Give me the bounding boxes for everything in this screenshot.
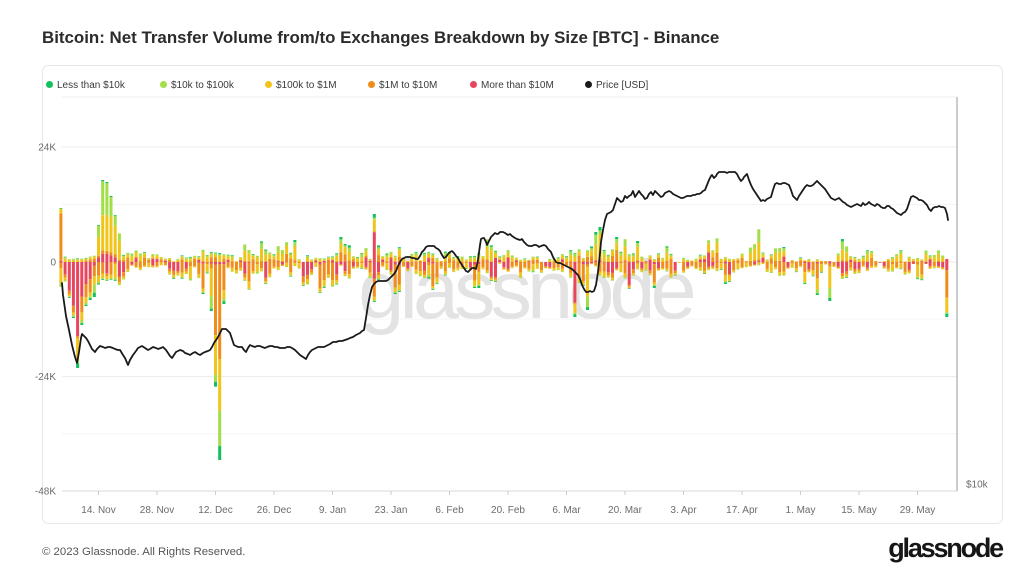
svg-text:$10k to $100k: $10k to $100k [171, 80, 235, 91]
svg-text:0: 0 [50, 258, 56, 269]
svg-text:26. Dec: 26. Dec [257, 505, 291, 516]
svg-text:© 2023 Glassnode. All Rights R: © 2023 Glassnode. All Rights Reserved. [42, 546, 245, 558]
svg-text:17. Apr: 17. Apr [726, 505, 758, 516]
svg-text:12. Dec: 12. Dec [198, 505, 232, 516]
svg-text:$10k: $10k [966, 480, 989, 491]
svg-text:Bitcoin: Net Transfer Volume f: Bitcoin: Net Transfer Volume from/to Exc… [42, 28, 719, 47]
svg-text:24K: 24K [38, 143, 56, 154]
svg-text:9. Jan: 9. Jan [319, 505, 346, 516]
svg-text:-48K: -48K [35, 487, 56, 498]
svg-text:15. May: 15. May [841, 505, 877, 516]
svg-text:14. Nov: 14. Nov [81, 505, 115, 516]
svg-text:Less than $10k: Less than $10k [57, 80, 126, 91]
svg-text:$1M to $10M: $1M to $10M [379, 80, 437, 91]
svg-text:6. Feb: 6. Feb [435, 505, 464, 516]
svg-text:glassnode: glassnode [888, 533, 1004, 563]
svg-text:29. May: 29. May [900, 505, 936, 516]
svg-text:23. Jan: 23. Jan [375, 505, 408, 516]
svg-text:20. Mar: 20. Mar [608, 505, 643, 516]
svg-text:$100k to $1M: $100k to $1M [276, 80, 337, 91]
svg-text:1. May: 1. May [785, 505, 815, 516]
svg-text:More than $10M: More than $10M [481, 80, 554, 91]
svg-text:3. Apr: 3. Apr [670, 505, 697, 516]
svg-text:20. Feb: 20. Feb [491, 505, 525, 516]
svg-text:6. Mar: 6. Mar [552, 505, 581, 516]
svg-text:Price [USD]: Price [USD] [596, 80, 648, 91]
svg-text:28. Nov: 28. Nov [140, 505, 174, 516]
svg-text:-24K: -24K [35, 372, 56, 383]
